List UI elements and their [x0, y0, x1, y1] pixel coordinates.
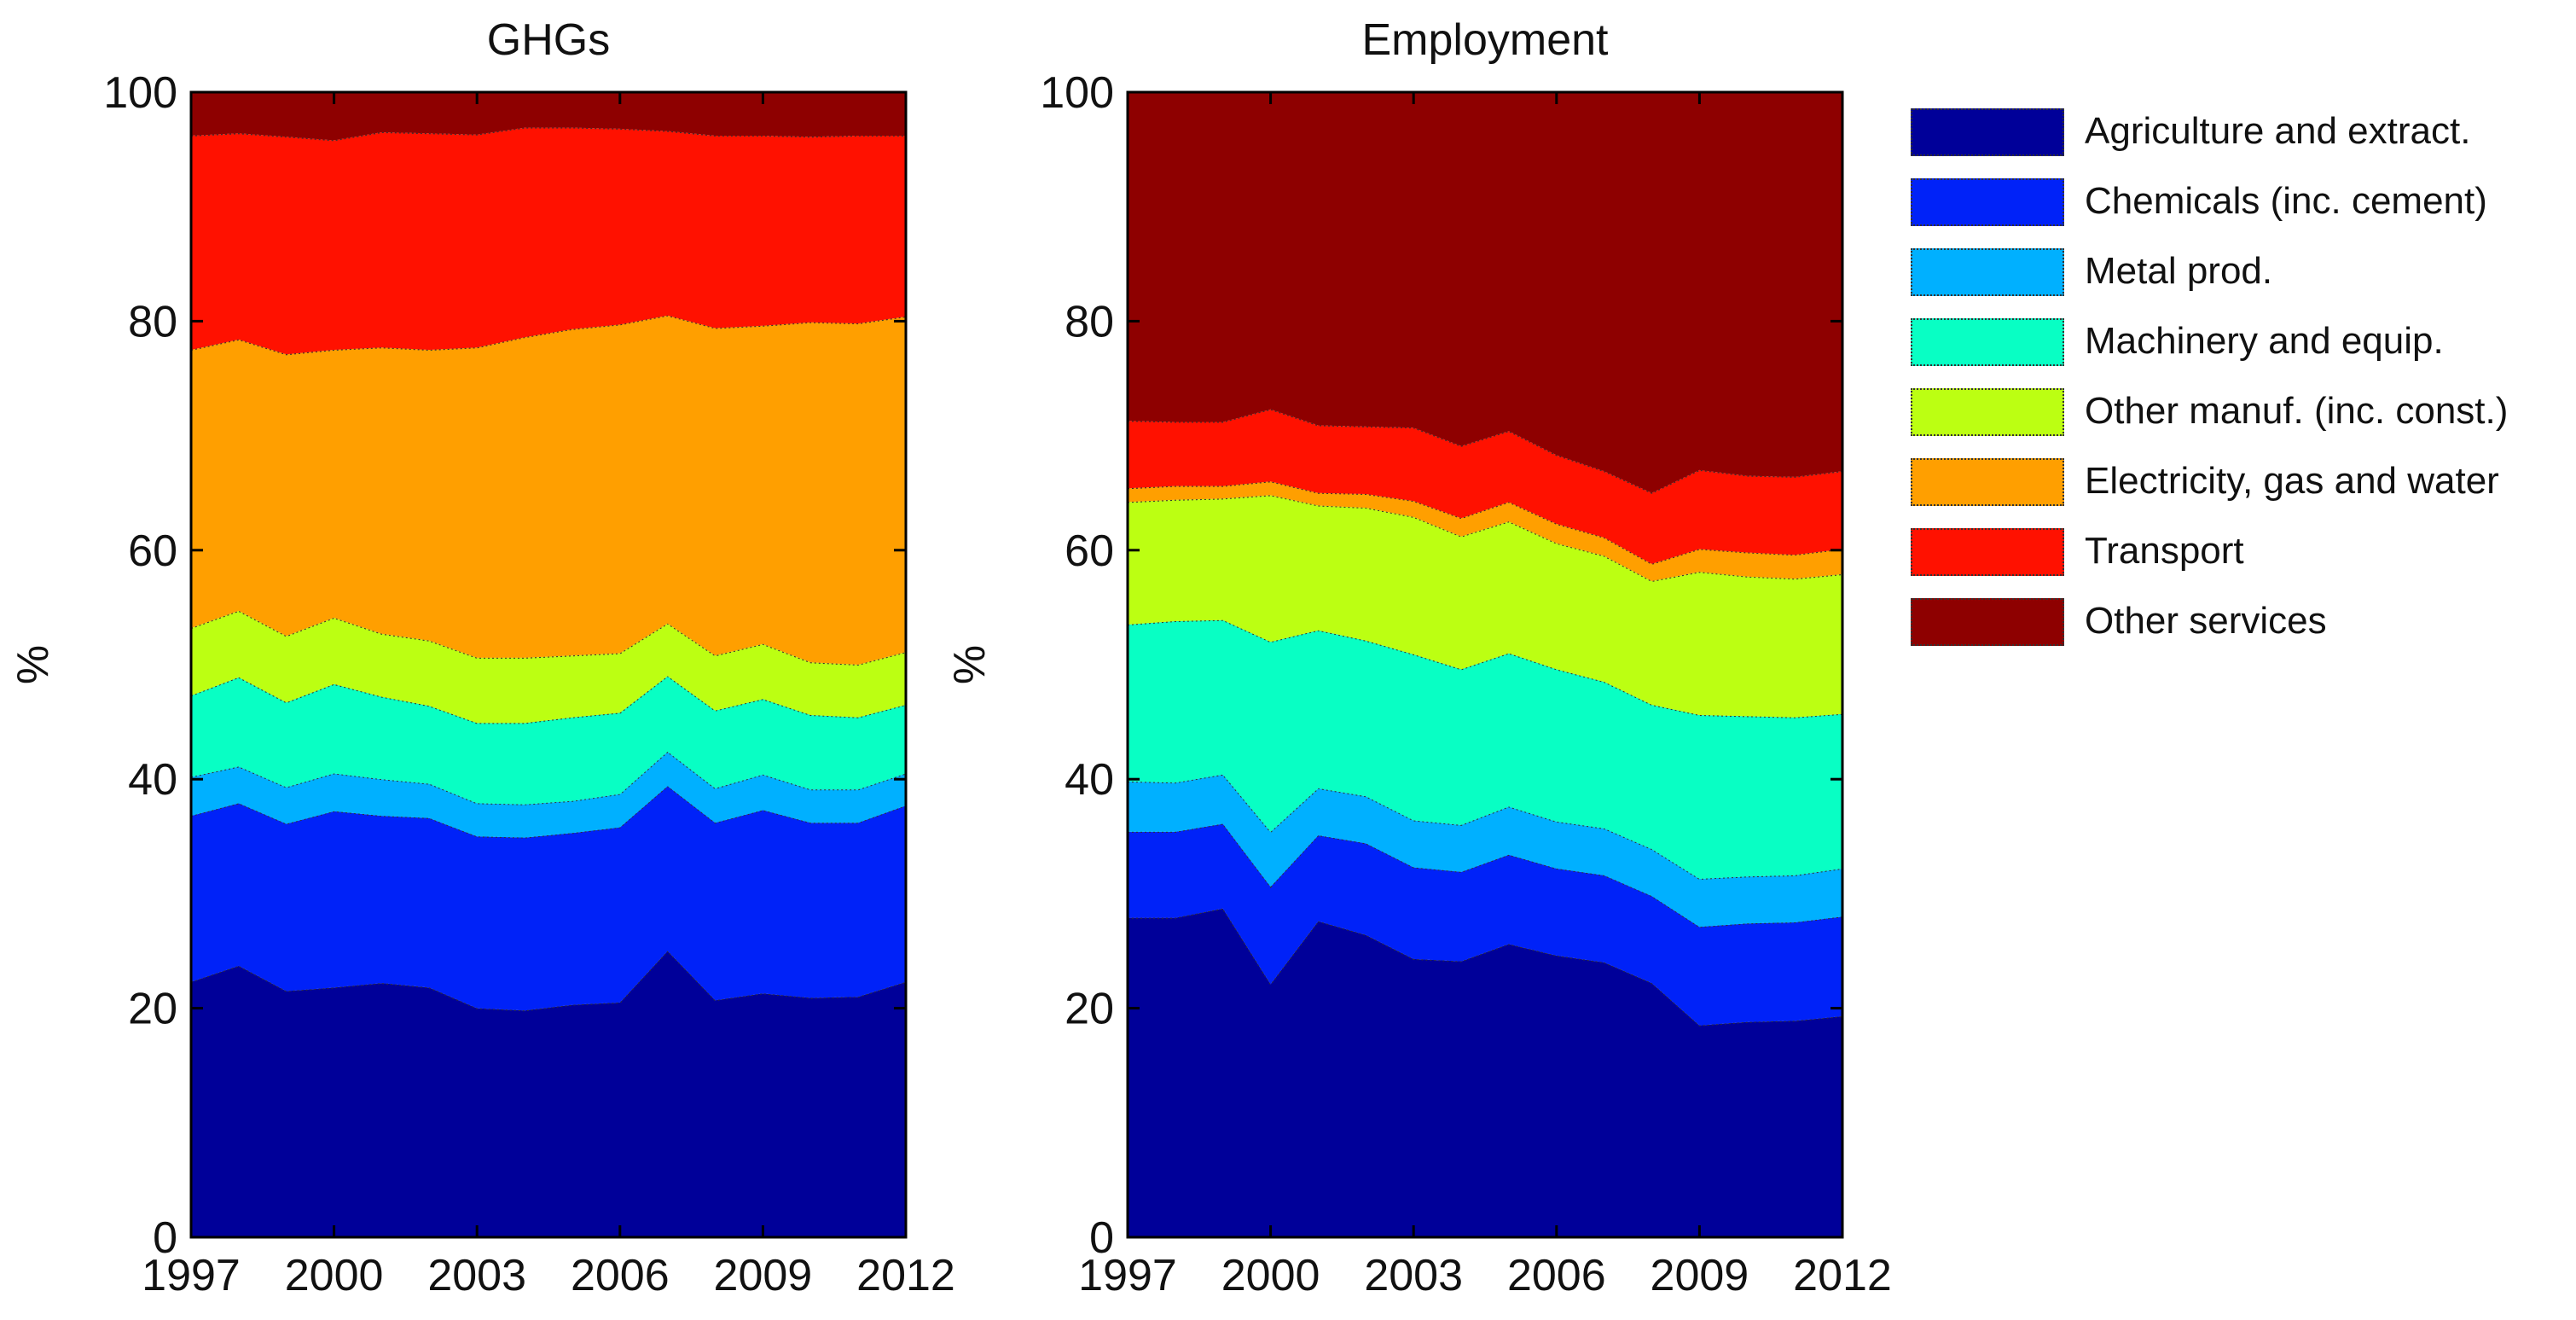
y-tick-label: 100 — [103, 68, 177, 118]
legend-item-chemicals: Chemicals (inc. cement) — [1907, 171, 2574, 239]
x-tick-label: 1997 — [1078, 1251, 1177, 1300]
legend-item-transport: Transport — [1907, 520, 2574, 589]
chart-title: Employment — [1362, 15, 1610, 65]
legend-label-other-services: Other services — [2085, 600, 2327, 642]
area-other-manuf-inc-const — [1128, 495, 1842, 718]
x-tick-label: 2009 — [714, 1251, 813, 1300]
x-tick-label: 2012 — [1793, 1251, 1892, 1300]
x-tick-label: 1997 — [142, 1251, 241, 1300]
area-other-services — [1128, 92, 1842, 493]
boundary-chemicals-inc-cement — [1128, 823, 1843, 928]
legend: Agriculture and extract. Chemicals (inc.… — [1907, 101, 2574, 654]
chart-employment: 0 20 40 60 80 100 1997 2000 2003 2006 2009 2012 Empl… — [945, 15, 1892, 1300]
axes-frame — [189, 90, 908, 1239]
y-tick-label: 60 — [128, 526, 177, 576]
x-tick-label: 2006 — [1507, 1251, 1606, 1300]
legend-item-electricity: Electricity, gas and water — [1907, 451, 2574, 519]
area-agriculture-and-extract — [191, 951, 906, 1237]
legend-swatch-chemicals — [1911, 178, 2064, 226]
legend-item-metal: Metal prod. — [1907, 241, 2574, 309]
y-tick-label: 0 — [153, 1213, 177, 1263]
y-tick-label: 20 — [1065, 985, 1114, 1034]
area-electricity-gas-and-water — [191, 315, 906, 665]
area-transport — [1128, 409, 1842, 564]
area-agriculture-and-extract — [1128, 908, 1842, 1237]
y-tick-label: 100 — [1040, 68, 1114, 118]
area-chemicals-inc-cement — [1128, 823, 1842, 1026]
legend-label-machinery: Machinery and equip. — [2085, 320, 2444, 362]
legend-swatch-other-services — [1911, 598, 2064, 646]
legend-swatch-transport — [1911, 528, 2064, 576]
x-tick-label: 2003 — [427, 1251, 526, 1300]
area-metal-prod — [191, 752, 906, 838]
y-axis-label: % — [9, 645, 58, 684]
area-transport — [191, 127, 906, 355]
y-tick-label: 80 — [1065, 297, 1114, 346]
chart-title: GHGs — [487, 15, 610, 65]
legend-label-electricity: Electricity, gas and water — [2085, 460, 2499, 502]
legend-item-other-services: Other services — [1907, 590, 2574, 659]
legend-swatch-metal — [1911, 248, 2064, 296]
legend-item-agriculture: Agriculture and extract. — [1907, 101, 2574, 169]
x-tick-label: 2006 — [571, 1251, 670, 1300]
chart-ghgs: 0 20 40 60 80 100 1997 2000 2003 2006 2009 2012 GHGs… — [9, 15, 955, 1300]
x-tick-label: 2009 — [1651, 1251, 1749, 1300]
x-tick-label: 2000 — [285, 1251, 384, 1300]
legend-label-other-manuf: Other manuf. (inc. const.) — [2085, 390, 2509, 432]
legend-swatch-electricity — [1911, 458, 2064, 506]
x-tick-label: 2003 — [1364, 1251, 1463, 1300]
area-metal-prod — [1128, 774, 1842, 927]
y-tick-label: 60 — [1065, 526, 1114, 576]
x-tick-label: 2012 — [856, 1251, 955, 1300]
area-other-manuf-inc-const — [191, 610, 906, 724]
legend-swatch-agriculture — [1911, 108, 2064, 156]
legend-label-transport: Transport — [2085, 530, 2244, 572]
legend-swatch-machinery — [1911, 318, 2064, 366]
legend-item-machinery: Machinery and equip. — [1907, 311, 2574, 379]
area-machinery-and-equip — [191, 676, 906, 805]
legend-item-other-manuf: Other manuf. (inc. const.) — [1907, 381, 2574, 449]
y-tick-label: 40 — [1065, 755, 1114, 805]
area-other-services — [191, 92, 906, 141]
y-tick-label: 40 — [128, 755, 177, 805]
y-tick-label: 80 — [128, 297, 177, 346]
legend-swatch-other-manuf — [1911, 388, 2064, 436]
area-chemicals-inc-cement — [191, 786, 906, 1011]
y-tick-label: 0 — [1089, 1213, 1114, 1263]
x-tick-label: 2000 — [1221, 1251, 1320, 1300]
legend-label-agriculture: Agriculture and extract. — [2085, 110, 2471, 152]
y-tick-label: 20 — [128, 985, 177, 1034]
y-axis-label: % — [945, 645, 995, 684]
axes-frame — [1126, 90, 1844, 1239]
legend-label-metal: Metal prod. — [2085, 250, 2273, 292]
legend-label-chemicals: Chemicals (inc. cement) — [2085, 180, 2487, 222]
area-machinery-and-equip — [1128, 619, 1842, 879]
area-electricity-gas-and-water — [1128, 481, 1842, 581]
boundary-machinery-and-equip — [190, 675, 907, 724]
